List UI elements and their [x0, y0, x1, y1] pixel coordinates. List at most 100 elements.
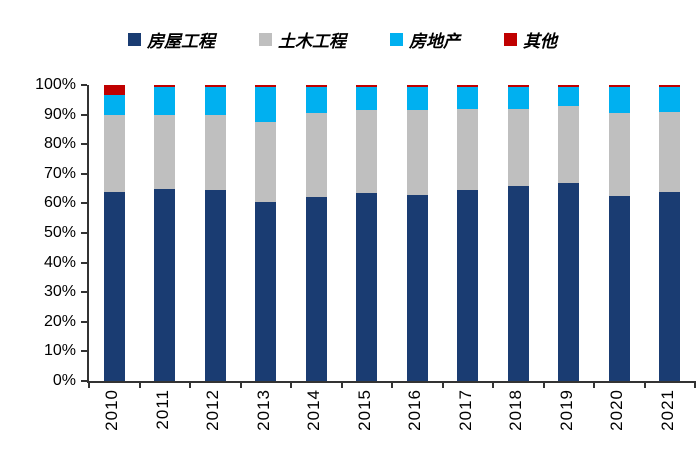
- x-tick-5: [340, 381, 343, 388]
- x-axis-label-2019: 2019: [556, 389, 576, 431]
- bar-2016: [406, 85, 428, 381]
- x-axis-label-2020: 2020: [607, 389, 627, 431]
- x-label-cell-2014: 2014: [289, 389, 340, 441]
- y-tick-10%: [81, 350, 87, 353]
- x-tick-8: [492, 381, 494, 388]
- legend-swatch-realestate-icon: [390, 33, 403, 46]
- y-tick-20%: [81, 320, 87, 323]
- x-label-cell-2019: 2019: [542, 389, 593, 441]
- segment-2018-series-3: [507, 85, 529, 87]
- x-label-cell-2010: 2010: [87, 389, 138, 441]
- segment-2021-series-2: [659, 86, 681, 112]
- segment-2012-series-1: [204, 114, 226, 191]
- segment-2020-series-3: [608, 85, 630, 87]
- y-tick-60%: [81, 202, 87, 205]
- y-tick-label-20%: 20%: [43, 312, 76, 330]
- x-label-cell-2013: 2013: [239, 389, 290, 441]
- segment-2012-series-0: [204, 190, 226, 381]
- x-axis-label-2016: 2016: [405, 389, 425, 431]
- segment-2013-series-0: [255, 201, 277, 381]
- y-tick-50%: [81, 232, 87, 234]
- segment-2019-series-1: [558, 105, 580, 183]
- x-axis-label-2012: 2012: [203, 389, 223, 431]
- segment-2021-series-1: [659, 111, 681, 192]
- segment-2011-series-0: [154, 188, 176, 381]
- bar-2012: [204, 85, 226, 381]
- x-axis-label-2013: 2013: [253, 389, 273, 431]
- y-tick-70%: [81, 172, 87, 175]
- segment-2011-series-3: [154, 85, 176, 87]
- segment-2020-series-2: [608, 86, 630, 114]
- bar-2020: [608, 85, 630, 381]
- bar-2014: [305, 85, 327, 381]
- segment-2014-series-1: [305, 113, 327, 198]
- x-axis-label-2021: 2021: [657, 389, 677, 431]
- segment-2021-series-3: [659, 85, 681, 87]
- segment-2012-series-3: [204, 85, 226, 87]
- x-label-cell-2011: 2011: [138, 389, 189, 441]
- x-axis-label-2015: 2015: [354, 389, 374, 431]
- y-tick-label-90%: 90%: [43, 105, 76, 123]
- legend-item-civil: 土木工程: [259, 27, 346, 52]
- segment-2016-series-3: [406, 85, 428, 87]
- segment-2010-series-2: [103, 95, 125, 115]
- legend-label-realestate: 房地产: [409, 32, 460, 51]
- bar-2015: [356, 85, 378, 381]
- bar-2013: [255, 85, 277, 381]
- x-tick-2: [189, 381, 191, 388]
- x-tick-9: [542, 381, 545, 388]
- legend-label-housing: 房屋工程: [147, 32, 215, 51]
- x-tick-6: [391, 381, 393, 388]
- x-tick-10: [593, 381, 595, 388]
- legend-label-other: 其他: [523, 32, 557, 51]
- y-tick-label-100%: 100%: [35, 76, 76, 93]
- segment-2014-series-3: [305, 85, 327, 87]
- bar-2019: [558, 85, 580, 381]
- y-tick-30%: [81, 291, 87, 294]
- segment-2015-series-0: [356, 193, 378, 381]
- segment-2018-series-0: [507, 185, 529, 381]
- x-tick-12: [694, 381, 696, 388]
- segment-2018-series-2: [507, 86, 529, 109]
- segment-2018-series-1: [507, 108, 529, 186]
- bar-cell-2011: [140, 85, 191, 381]
- segment-2020-series-0: [608, 196, 630, 381]
- y-tick-label-0%: 0%: [52, 372, 76, 389]
- segment-2014-series-2: [305, 86, 327, 114]
- segment-2015-series-2: [356, 86, 378, 111]
- y-tick-label-60%: 60%: [43, 194, 76, 212]
- segment-2017-series-1: [457, 108, 479, 191]
- bar-cell-2021: [645, 85, 696, 381]
- segment-2019-series-2: [558, 86, 580, 106]
- segment-2016-series-1: [406, 110, 428, 195]
- legend-swatch-other-icon: [504, 33, 517, 46]
- segment-2015-series-1: [356, 110, 378, 194]
- x-axis-label-2011: 2011: [152, 389, 172, 430]
- bar-2011: [154, 85, 176, 381]
- x-label-cell-2021: 2021: [643, 389, 694, 441]
- bar-2017: [457, 85, 479, 381]
- legend-item-housing: 房屋工程: [128, 27, 215, 52]
- x-label-cell-2012: 2012: [188, 389, 239, 441]
- y-tick-0%: [81, 380, 87, 382]
- bar-row: [89, 85, 695, 381]
- segment-2017-series-2: [457, 86, 479, 109]
- bar-2018: [507, 85, 529, 381]
- y-tick-100%: [81, 84, 87, 86]
- x-axis-label-2010: 2010: [102, 389, 122, 431]
- bar-cell-2017: [443, 85, 494, 381]
- x-label-cell-2018: 2018: [491, 389, 542, 441]
- segment-2019-series-0: [558, 182, 580, 381]
- y-tick-label-30%: 30%: [43, 283, 76, 301]
- segment-2017-series-0: [457, 190, 479, 381]
- segment-2021-series-0: [659, 191, 681, 381]
- segment-2020-series-1: [608, 113, 630, 196]
- segment-2016-series-2: [406, 86, 428, 111]
- y-tick-90%: [81, 113, 87, 116]
- y-tick-40%: [81, 261, 87, 264]
- segment-2015-series-3: [356, 85, 378, 87]
- x-tick-1: [138, 381, 141, 388]
- x-axis-label-2017: 2017: [455, 389, 475, 431]
- segment-2012-series-2: [204, 86, 226, 115]
- segment-2013-series-3: [255, 85, 277, 87]
